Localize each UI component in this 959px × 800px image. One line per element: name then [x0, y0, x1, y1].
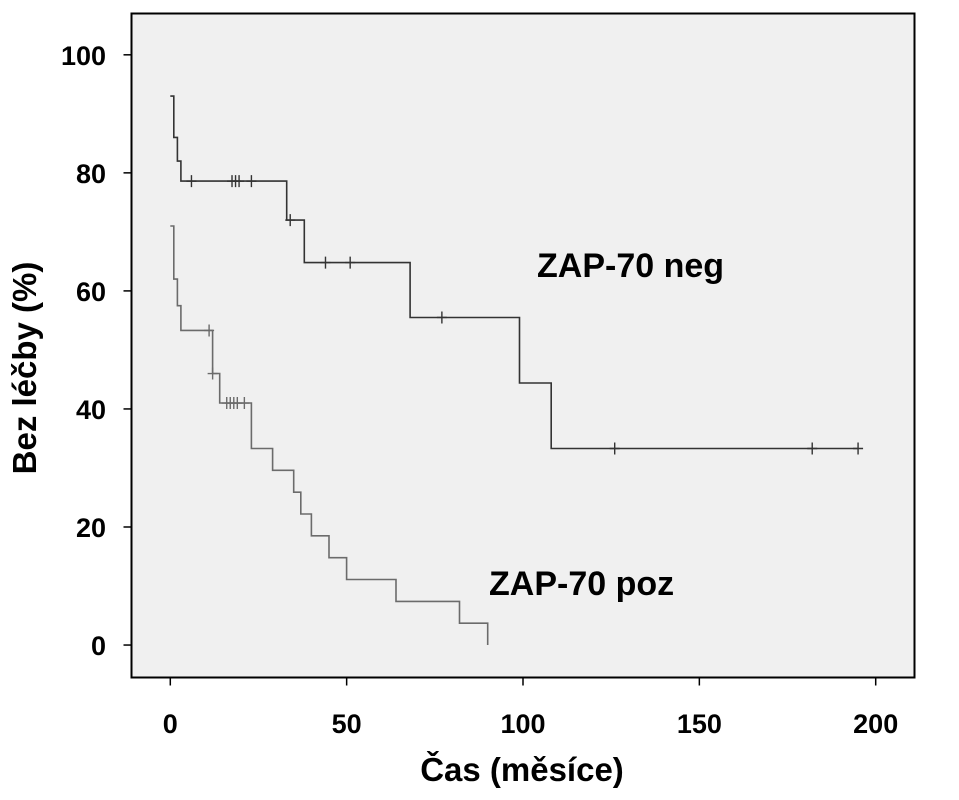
y-tick-label: 80	[76, 159, 106, 189]
series-line-1	[170, 225, 489, 645]
x-tick-label: 0	[163, 709, 178, 739]
series-label-neg: ZAP-70 neg	[537, 247, 724, 285]
censor-mark-0	[234, 175, 245, 188]
x-tick-label: 150	[677, 709, 722, 739]
y-tick-label: 40	[76, 395, 106, 425]
censor-mark-1	[239, 397, 250, 410]
censor-mark-1	[207, 367, 218, 380]
x-axis: 0 50 100 150 200	[163, 677, 898, 739]
y-tick-label: 60	[76, 277, 106, 307]
censor-mark-0	[285, 214, 296, 227]
y-axis-title: Bez léčby (%)	[6, 262, 43, 475]
y-tick-label: 100	[61, 41, 106, 71]
series-label-poz: ZAP-70 poz	[489, 565, 674, 603]
censor-mark-0	[853, 442, 864, 455]
censor-mark-0	[186, 175, 197, 188]
y-tick-label: 20	[76, 513, 106, 543]
y-tick-label: 0	[91, 631, 106, 661]
censor-mark-0	[609, 442, 620, 455]
y-axis: 0 20 40 60 80 100	[61, 41, 132, 661]
censor-mark-0	[807, 442, 818, 455]
censor-mark-0	[345, 256, 356, 269]
x-tick-label: 200	[853, 709, 898, 739]
series-line-0	[170, 95, 859, 450]
censor-mark-1	[204, 324, 215, 337]
plot-area	[130, 12, 916, 679]
censor-mark-0	[436, 311, 447, 324]
censor-mark-0	[320, 256, 331, 269]
series-layer	[170, 95, 864, 645]
x-tick-label: 100	[500, 709, 545, 739]
x-axis-title: Čas (měsíce)	[420, 750, 624, 788]
x-tick-label: 50	[332, 709, 362, 739]
censor-mark-0	[246, 175, 257, 188]
